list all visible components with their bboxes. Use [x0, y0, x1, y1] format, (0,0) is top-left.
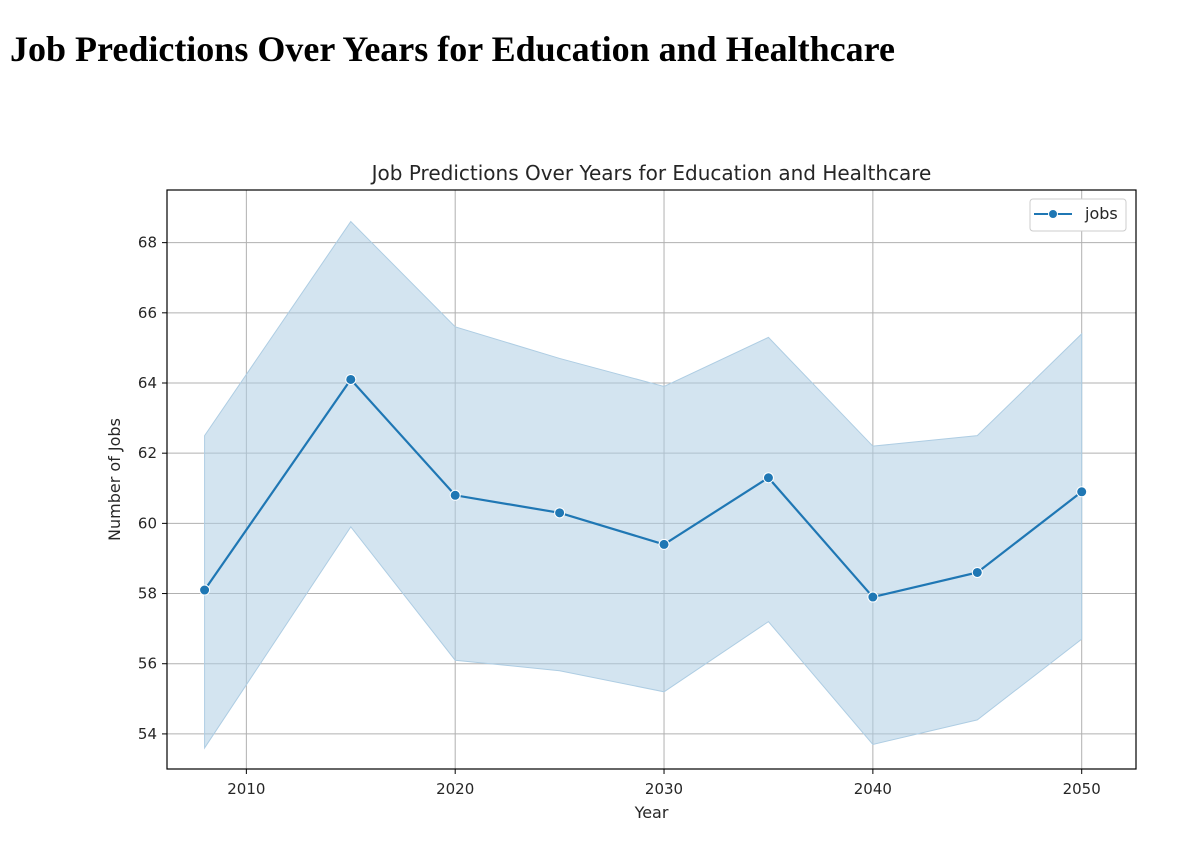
- y-tick-label: 60: [138, 514, 157, 532]
- legend-marker-icon: [1048, 209, 1058, 219]
- y-tick-label: 64: [138, 374, 157, 392]
- data-point: [345, 373, 357, 385]
- y-axis-ticks: 54 56 58 60 62 64 66 68: [138, 234, 167, 743]
- y-axis-label: Number of Jobs: [105, 418, 124, 541]
- x-axis-label: Year: [634, 803, 669, 822]
- x-tick-label: 2030: [645, 780, 683, 798]
- data-points-layer: [199, 373, 1088, 603]
- data-point: [658, 538, 670, 550]
- x-tick-label: 2040: [854, 780, 892, 798]
- data-point: [971, 566, 983, 578]
- legend-box: [1029, 198, 1127, 232]
- legend-label: jobs: [1084, 204, 1118, 223]
- y-tick-label: 62: [138, 444, 157, 462]
- y-tick-label: 68: [138, 234, 157, 252]
- page-title: Job Predictions Over Years for Education…: [10, 29, 895, 69]
- y-tick-label: 58: [138, 585, 157, 603]
- data-point: [554, 507, 566, 519]
- x-axis-ticks: 2010 2020 2030 2040 2050: [227, 769, 1101, 798]
- y-tick-label: 56: [138, 655, 157, 673]
- y-tick-label: 66: [138, 304, 157, 322]
- x-tick-label: 2010: [227, 780, 265, 798]
- plot-frame: [166, 189, 1137, 770]
- data-point: [762, 472, 774, 484]
- data-point: [1076, 486, 1088, 498]
- confidence-band: [204, 220, 1083, 750]
- data-point: [449, 489, 461, 501]
- y-tick-label: 54: [138, 725, 157, 743]
- x-tick-label: 2050: [1063, 780, 1101, 798]
- data-point: [867, 591, 879, 603]
- data-point: [199, 584, 211, 596]
- confidence-band-layer: [204, 220, 1083, 750]
- x-tick-label: 2020: [436, 780, 474, 798]
- legend: jobs: [1029, 198, 1127, 232]
- chart-title: Job Predictions Over Years for Education…: [370, 161, 932, 185]
